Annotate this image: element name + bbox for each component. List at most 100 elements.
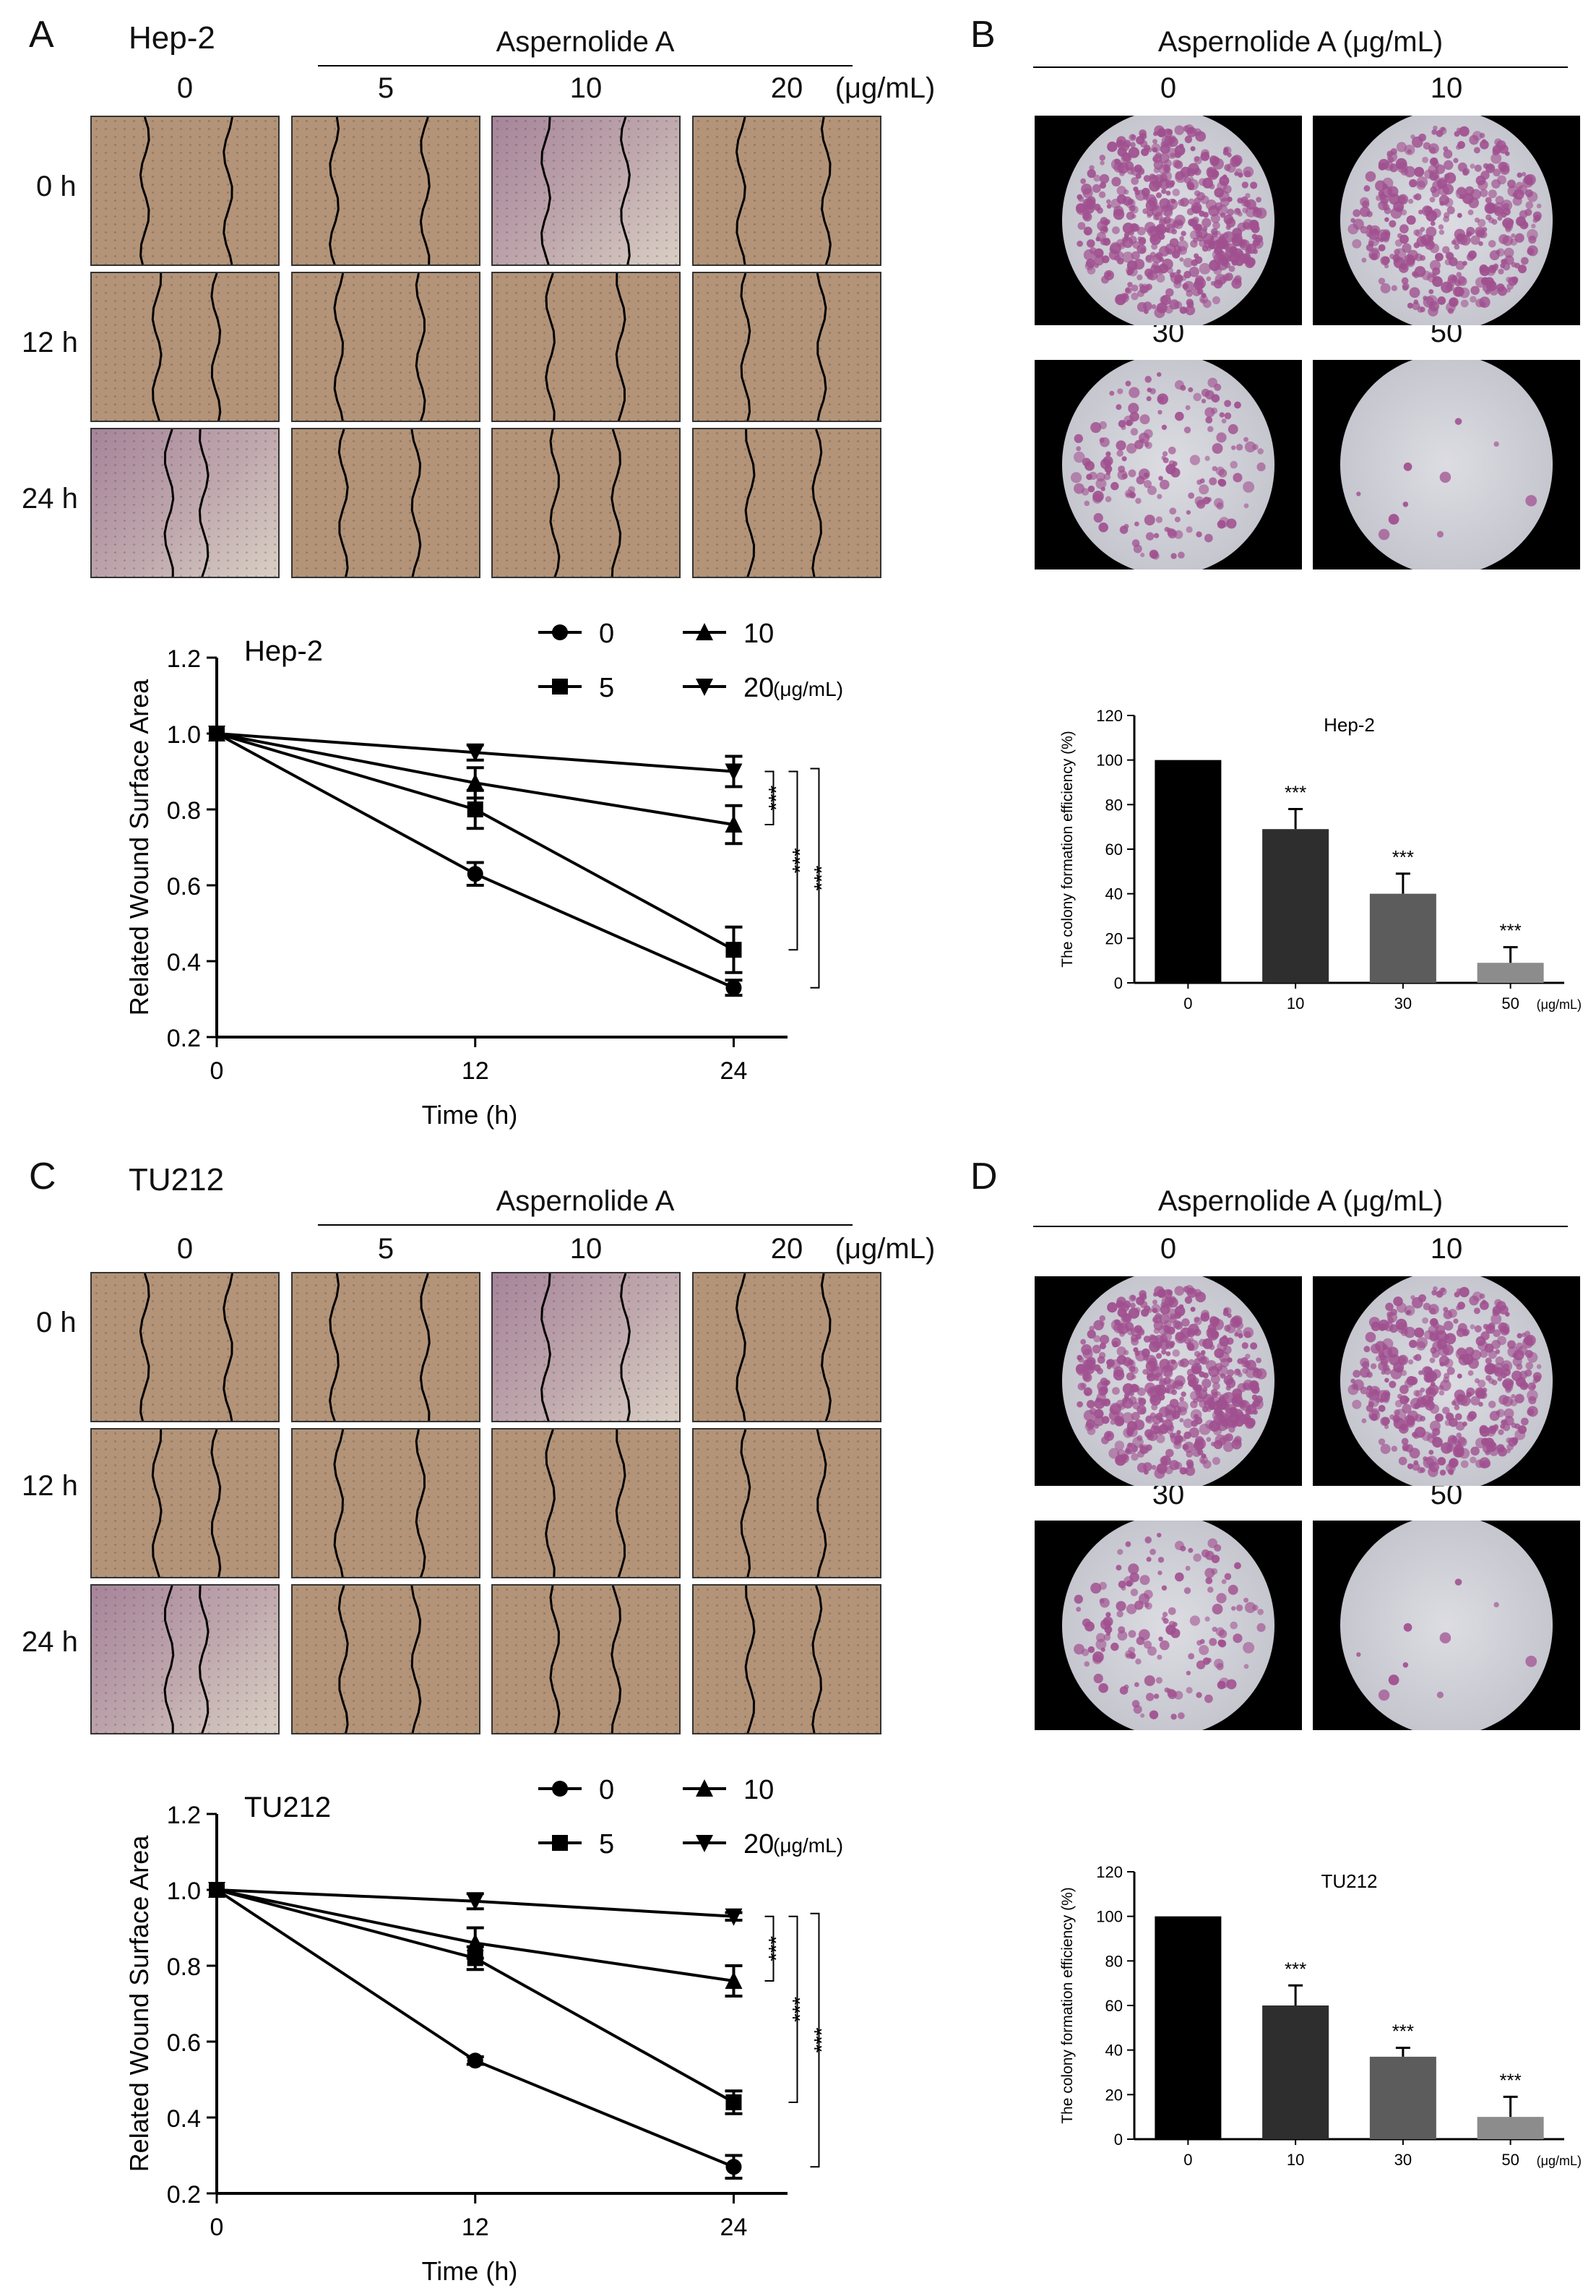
colony-dot <box>1204 1419 1215 1429</box>
wound-edge-line <box>740 273 751 421</box>
colony-dot <box>1127 282 1133 288</box>
colony-dot <box>1407 249 1419 262</box>
colony-dot <box>1241 1359 1248 1367</box>
wound-edges <box>540 1273 631 1421</box>
colony-dot <box>1429 1420 1441 1432</box>
colony-dot <box>1169 1460 1180 1471</box>
colony-dot <box>1077 240 1083 247</box>
colony-dot <box>1200 1350 1206 1355</box>
dish-well <box>1062 1276 1274 1486</box>
colony-dot <box>1457 1373 1462 1379</box>
colony-dot <box>1391 285 1397 291</box>
colony-dot <box>1474 1325 1482 1333</box>
colony-dot <box>1087 196 1096 206</box>
colony-dot <box>1245 247 1252 254</box>
colony-dot <box>1081 488 1090 496</box>
colony-dot <box>1380 1443 1391 1454</box>
colony-dot <box>1498 144 1509 154</box>
colony-dot <box>1381 1370 1386 1375</box>
wound-edges <box>151 273 222 421</box>
colony-dot <box>1159 479 1170 490</box>
colony-dot <box>1163 1460 1168 1465</box>
colony-dot <box>1205 416 1213 424</box>
colony-dot <box>1470 285 1480 296</box>
colony-dot <box>1385 1302 1394 1312</box>
colony-dot <box>1165 190 1171 196</box>
colony-dot <box>1141 1348 1150 1357</box>
colony-dish-0 <box>1035 116 1302 325</box>
data-point-5 <box>467 801 483 817</box>
colonies <box>1356 1578 1537 1701</box>
colony-dot <box>1195 1435 1204 1445</box>
colony-dot <box>1077 194 1083 200</box>
colony-dot <box>1439 1632 1452 1644</box>
colony-dot <box>1470 1456 1477 1463</box>
colony-dot <box>1480 189 1488 197</box>
colony-dot <box>1224 400 1231 408</box>
colony-dot <box>1178 1304 1184 1310</box>
colony-dot <box>1507 1346 1519 1358</box>
colony-dot <box>1183 1468 1189 1474</box>
colony-dot <box>1241 1342 1248 1349</box>
y-tick-label: 100 <box>1096 1908 1123 1926</box>
colony-dot <box>1166 1289 1173 1296</box>
colony-dot <box>1235 1321 1243 1330</box>
wound-image-r1-c0 <box>90 1428 280 1578</box>
colony-dot <box>1149 173 1156 180</box>
colony-dot <box>1449 298 1457 306</box>
colony-dot <box>1235 208 1241 213</box>
colony-dot <box>1092 1654 1103 1664</box>
colony-dot <box>1144 1469 1149 1475</box>
data-point-10 <box>466 773 484 791</box>
colony-dot <box>1217 1639 1225 1647</box>
x-tick-label: 24 <box>720 2214 748 2241</box>
colony-dot <box>1140 1713 1145 1718</box>
colony-dot <box>1420 1416 1425 1422</box>
colony-dot <box>1161 1585 1168 1591</box>
colony-dot <box>1488 1322 1496 1330</box>
colony-dot <box>1138 1593 1150 1604</box>
colony-dot <box>1131 539 1140 547</box>
colony-dot <box>1488 1401 1496 1409</box>
wound-image-r2-c0 <box>90 1584 280 1734</box>
colony-dot <box>1371 1321 1381 1331</box>
colony-dot <box>1105 451 1111 457</box>
colony-dot <box>1184 1284 1194 1295</box>
colony-dot <box>1234 1562 1241 1570</box>
colony-dot <box>1392 254 1400 262</box>
colony-dot <box>1407 149 1412 154</box>
colony-dot <box>1231 445 1236 450</box>
colony-dot <box>1105 1380 1110 1385</box>
colony-dot <box>1230 1621 1238 1630</box>
colony-dot <box>1124 1650 1134 1659</box>
colony-dot <box>1441 1287 1446 1292</box>
colony-dot <box>1126 1604 1137 1614</box>
colony-dot <box>1462 169 1469 176</box>
chart-title: TU212 <box>1321 1870 1377 1892</box>
colony-dot <box>1390 1308 1397 1316</box>
colony-dot <box>1116 440 1126 451</box>
colony-dot <box>1092 494 1103 504</box>
colony-dot <box>1414 193 1422 201</box>
colony-dot <box>1429 259 1441 271</box>
colony-dot <box>1123 1575 1134 1587</box>
colony-dot <box>1402 502 1409 507</box>
colony-dot <box>1480 1349 1488 1358</box>
colony-dot <box>1470 235 1480 245</box>
colony-dot <box>1438 229 1445 236</box>
bar-0 <box>1155 760 1222 983</box>
colony-dot <box>1514 1429 1526 1440</box>
colony-dot <box>1396 205 1404 212</box>
colony-dot <box>1185 305 1196 316</box>
panel-letter-b: B <box>970 14 996 56</box>
colony-dot <box>1134 1350 1140 1356</box>
colony-dot <box>1100 160 1105 165</box>
colony-dot <box>1429 1357 1436 1364</box>
colony-dot <box>1425 1387 1433 1396</box>
colony-dot <box>1438 194 1450 206</box>
dish-well <box>1340 1521 1553 1730</box>
colony-dot <box>1169 507 1177 515</box>
colony-dot <box>1527 1382 1536 1391</box>
colony-dot <box>1479 1293 1485 1299</box>
panel-a-row-0h: 0 h <box>36 171 77 202</box>
